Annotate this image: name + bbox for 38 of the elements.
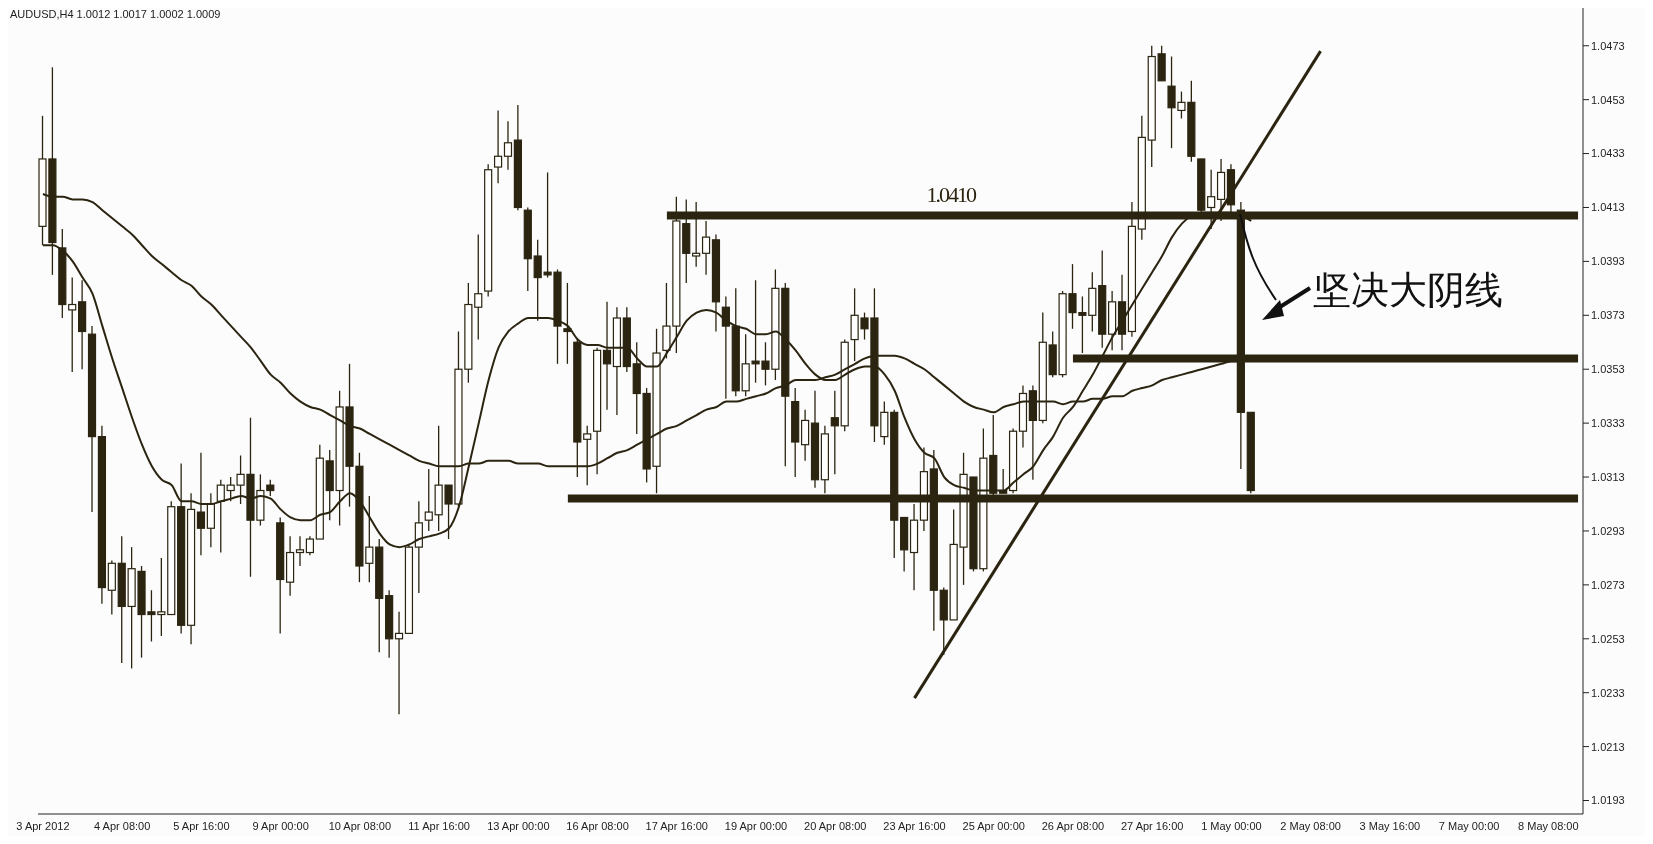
x-tick-label: 3 May 16:00	[1359, 819, 1421, 832]
annotation: 1.0410	[926, 181, 975, 208]
y-tick-label: 1.0333	[1591, 417, 1625, 430]
x-tick-label: 26 Apr 08:00	[1041, 819, 1105, 832]
x-tick-label: 25 Apr 00:00	[962, 819, 1025, 832]
x-tick-label: 13 Apr 00:00	[487, 819, 550, 832]
x-tick-label: 20 Apr 08:00	[804, 819, 867, 832]
y-tick-label: 1.0353	[1591, 363, 1625, 376]
x-tick-label: 23 Apr 16:00	[883, 819, 946, 832]
y-tick-label: 1.0193	[1591, 794, 1625, 807]
x-tick-label: 3 Apr 2012	[16, 819, 70, 832]
y-tick-label: 1.0453	[1591, 93, 1625, 106]
y-tick-label: 1.0373	[1591, 309, 1625, 322]
annotation: 坚决大阴线	[1313, 267, 1503, 315]
y-tick-label: 1.0253	[1591, 632, 1625, 645]
x-tick-label: 11 Apr 16:00	[408, 819, 470, 832]
x-tick-label: 19 Apr 00:00	[724, 819, 788, 832]
x-tick-label: 1 May 00:00	[1201, 819, 1262, 832]
y-tick-label: 1.0393	[1591, 255, 1625, 268]
y-tick-label: 1.0293	[1591, 524, 1625, 537]
x-tick-label: 10 Apr 08:00	[328, 819, 392, 832]
x-tick-label: 4 Apr 08:00	[94, 819, 151, 832]
x-tick-label: 9 Apr 00:00	[252, 819, 309, 832]
x-tick-label: 8 May 08:00	[1518, 819, 1579, 832]
y-tick-label: 1.0433	[1591, 147, 1625, 160]
x-tick-label: 2 May 08:00	[1280, 819, 1341, 832]
y-tick-label: 1.0273	[1591, 578, 1625, 591]
x-tick-label: 16 Apr 08:00	[566, 819, 629, 832]
x-tick-label: 5 Apr 16:00	[173, 819, 230, 832]
x-tick-label: 27 Apr 16:00	[1120, 819, 1184, 832]
y-tick-label: 1.0233	[1591, 686, 1625, 699]
y-tick-label: 1.0413	[1591, 201, 1625, 214]
y-tick-label: 1.0473	[1591, 39, 1625, 52]
y-tick-label: 1.0313	[1591, 470, 1625, 483]
y-tick-label: 1.0213	[1591, 740, 1625, 753]
x-tick-label: 7 May 00:00	[1438, 819, 1500, 832]
chart-title: AUDUSD,H4 1.0012 1.0017 1.0002 1.0009	[10, 8, 221, 20]
x-tick-label: 17 Apr 16:00	[645, 819, 708, 832]
